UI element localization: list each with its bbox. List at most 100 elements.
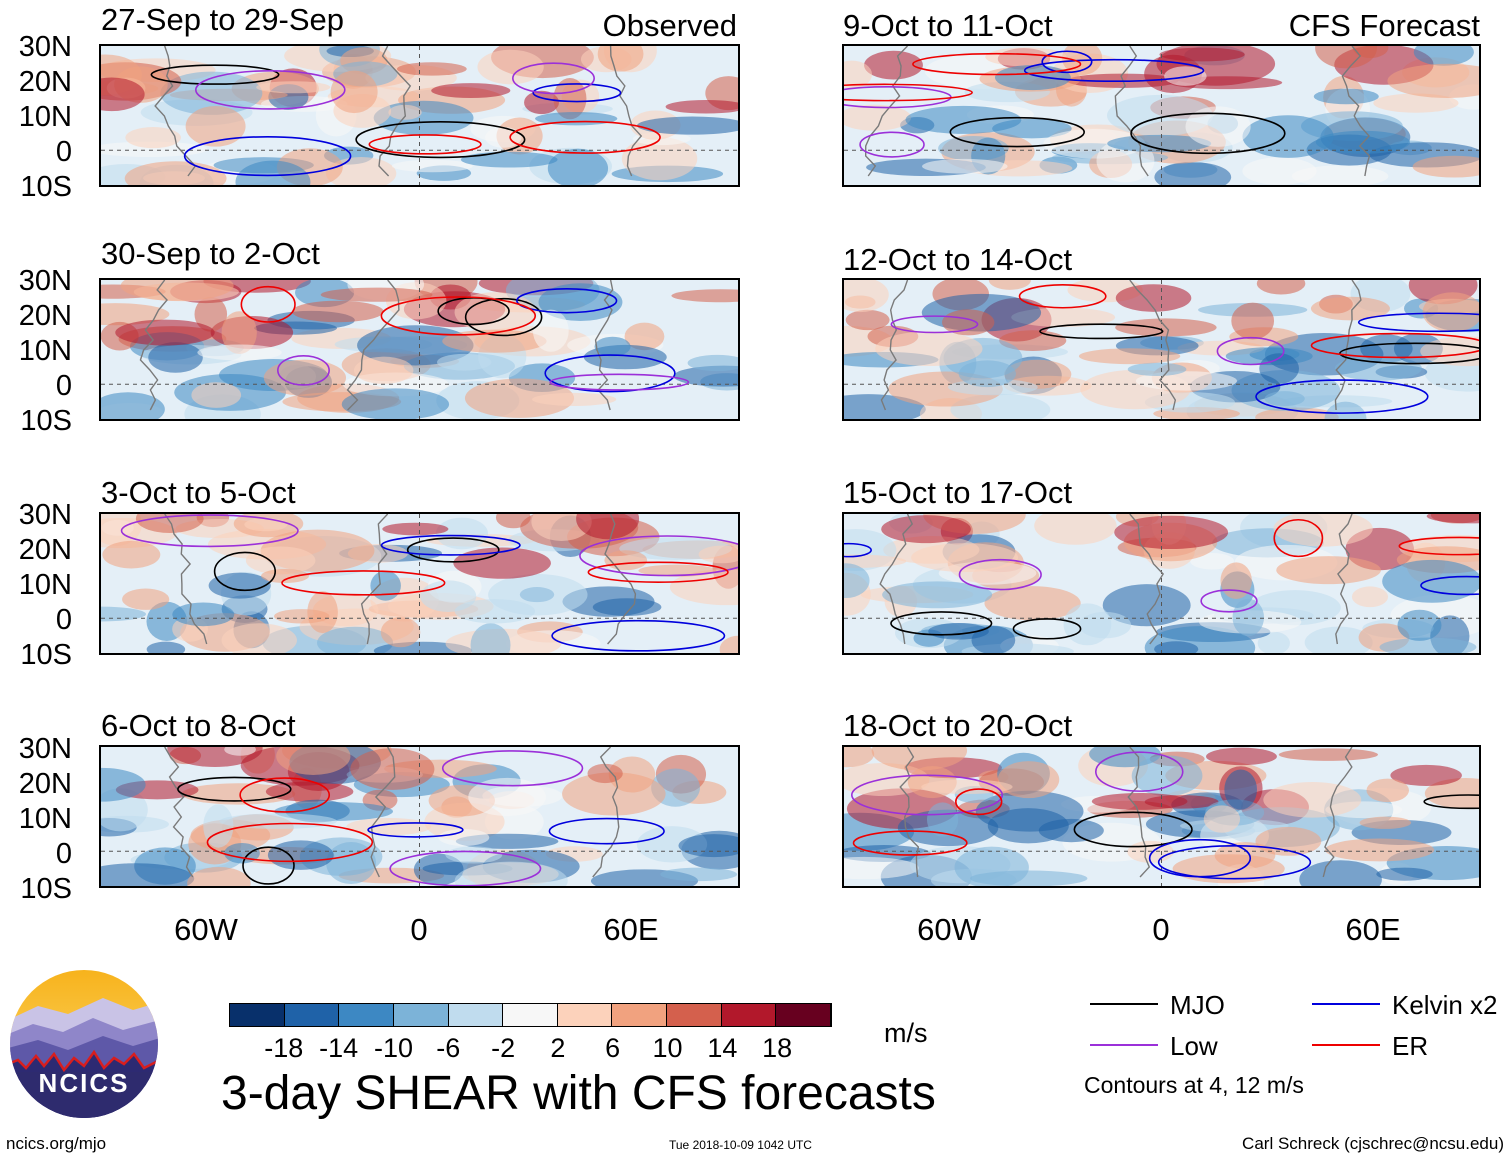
shear-blob xyxy=(1257,631,1290,653)
shear-blob xyxy=(317,626,394,653)
shear-blob xyxy=(267,840,334,870)
anomaly-contour xyxy=(551,619,726,652)
coastline xyxy=(139,280,169,411)
anomaly-contour xyxy=(890,315,979,334)
anomaly-contour xyxy=(1041,50,1093,74)
shear-blob xyxy=(101,77,145,112)
shear-blob xyxy=(485,126,522,148)
coastline xyxy=(1335,514,1353,645)
shear-blob xyxy=(1382,559,1479,603)
shear-blob xyxy=(926,802,959,837)
lat-tick-label: 30N xyxy=(18,265,72,297)
shear-map-panel-3 xyxy=(99,512,740,655)
colorbar-swatch xyxy=(667,1004,722,1026)
shear-blob xyxy=(438,828,490,846)
shear-blob xyxy=(245,546,316,575)
lon-tick-label: 60W xyxy=(917,912,981,947)
panel-title-5: 9-Oct to 11-Oct xyxy=(843,8,1053,43)
colorbar-tick-labels: -18 -14 -10 -6 -2 2 6 10 14 18 xyxy=(229,1035,832,1065)
legend-line-mjo xyxy=(1090,1003,1158,1005)
footer-credit: Carl Schreck (cjschrec@ncsu.edu) xyxy=(1242,1134,1504,1153)
anomaly-contour xyxy=(1012,618,1082,640)
shear-blob xyxy=(1232,598,1265,637)
shear-blob xyxy=(146,641,186,653)
anomaly-contour xyxy=(912,52,1082,76)
shear-field xyxy=(844,747,1479,886)
shear-blob xyxy=(958,360,1016,388)
colorbar-tick: -2 xyxy=(491,1033,516,1063)
lon-tick-label: 0 xyxy=(410,912,428,947)
coastline xyxy=(592,747,620,878)
shear-blob xyxy=(524,90,559,115)
shear-blob xyxy=(671,289,738,303)
anomaly-contour xyxy=(850,774,1004,816)
shear-blob xyxy=(291,300,384,323)
shear-blob xyxy=(468,777,546,817)
shear-blob xyxy=(191,382,242,408)
shear-blob xyxy=(881,515,971,544)
coastline xyxy=(346,280,400,411)
lat-tick-label: 10N xyxy=(18,803,72,835)
legend-line-kelvin xyxy=(1312,1003,1380,1005)
shear-blob xyxy=(330,70,378,114)
coastline xyxy=(880,280,909,411)
panel-title-7: 15-Oct to 17-Oct xyxy=(843,475,1073,510)
coastline xyxy=(1129,280,1177,411)
anomaly-contour xyxy=(441,750,584,787)
shear-blob xyxy=(115,319,215,346)
anomaly-contour xyxy=(213,551,277,592)
colorbar-tick: 10 xyxy=(652,1033,683,1063)
shear-map-panel-8 xyxy=(842,745,1481,888)
coastline xyxy=(370,747,396,878)
coastline xyxy=(164,514,208,645)
shear-blob xyxy=(224,842,260,864)
coastline xyxy=(1334,280,1362,411)
anomaly-contour xyxy=(368,134,482,155)
shear-blob xyxy=(470,623,511,653)
coastline xyxy=(879,514,914,645)
colorbar-swatch xyxy=(776,1004,832,1026)
cfs-forecast-header: CFS Forecast xyxy=(1288,8,1480,43)
anomaly-contour xyxy=(177,776,292,802)
lat-tick-label: 30N xyxy=(18,499,72,531)
shear-blob xyxy=(235,160,311,185)
anomaly-contour xyxy=(844,542,872,558)
main-title: 3-day SHEAR with CFS forecasts xyxy=(221,1067,936,1120)
shear-blob xyxy=(532,392,617,406)
anomaly-contour xyxy=(367,822,464,838)
shear-blob xyxy=(1102,584,1191,627)
shear-blob xyxy=(624,322,665,351)
shear-blob xyxy=(1264,391,1305,407)
colorbar-tick: 2 xyxy=(550,1033,566,1063)
shear-blob xyxy=(391,159,473,173)
colorbar-swatch xyxy=(284,1004,340,1026)
anomaly-contour xyxy=(1200,589,1258,613)
lat-tick-label: 0 xyxy=(55,136,72,168)
lat-tick-label: 10S xyxy=(20,405,72,437)
shear-blob xyxy=(984,586,1081,621)
shear-field xyxy=(844,514,1479,653)
coastline xyxy=(1114,46,1149,177)
contour-note: Contours at 4, 12 m/s xyxy=(1084,1072,1304,1098)
coastline xyxy=(604,514,637,645)
colorbar xyxy=(229,1003,832,1027)
shear-blob xyxy=(845,309,890,331)
shear-blob xyxy=(187,867,251,886)
coastline xyxy=(1129,514,1165,645)
lon-tick-label: 0 xyxy=(1152,912,1170,947)
shear-blob xyxy=(975,790,1084,832)
anomaly-contour xyxy=(380,534,521,556)
shear-blob xyxy=(954,846,1029,886)
shear-blob xyxy=(1387,63,1479,98)
shear-blob xyxy=(594,336,631,357)
shear-blob xyxy=(660,867,738,882)
colorbar-tick: -10 xyxy=(373,1033,414,1063)
anomaly-contour xyxy=(1094,751,1184,792)
anomaly-contour xyxy=(852,830,968,856)
anomaly-contour xyxy=(587,561,729,583)
lon-tick-label: 60W xyxy=(174,912,238,947)
shear-blob xyxy=(454,292,537,333)
shear-blob xyxy=(1154,641,1199,653)
shear-blob xyxy=(1043,128,1146,159)
anomaly-contour xyxy=(544,354,676,393)
